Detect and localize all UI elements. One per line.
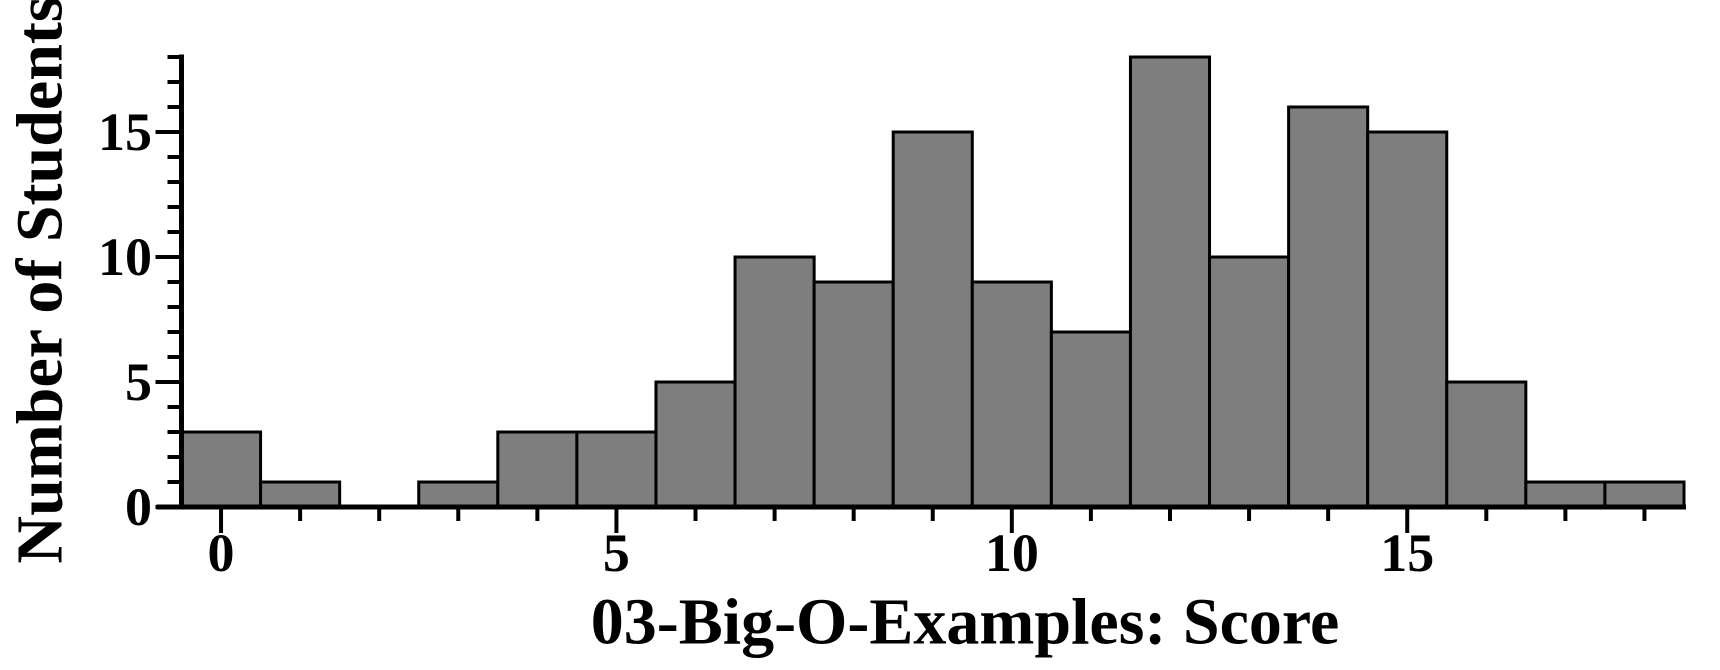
y-tick-label: 5 xyxy=(125,352,152,412)
histogram-bar xyxy=(970,280,1053,509)
histogram-bar xyxy=(1603,480,1686,509)
histogram-bar xyxy=(575,430,658,509)
histogram-bar xyxy=(812,280,895,509)
bars-group xyxy=(180,55,1686,509)
histogram-bar xyxy=(1366,130,1449,509)
axes-group xyxy=(155,54,1686,533)
histogram-bar xyxy=(733,255,816,509)
y-tick-label: 10 xyxy=(98,227,152,287)
histogram-bar xyxy=(654,380,737,509)
y-tick-label: 0 xyxy=(125,477,152,537)
tick-labels-group: 0 5 10 15 0 5 10 15 xyxy=(98,102,1434,583)
histogram-bar xyxy=(1524,480,1607,509)
histogram-bar xyxy=(259,480,342,509)
histogram-bar xyxy=(1208,255,1291,509)
histogram-bar xyxy=(496,430,579,509)
histogram-bar xyxy=(417,480,500,509)
histogram-bar xyxy=(891,130,974,509)
x-tick-label: 15 xyxy=(1380,523,1434,583)
x-tick-label: 5 xyxy=(603,523,630,583)
x-axis-title: 03-Big-O-Examples: Score xyxy=(591,586,1340,659)
histogram-bar xyxy=(180,430,263,509)
y-tick-label: 15 xyxy=(98,102,152,162)
histogram-bar xyxy=(1049,330,1132,509)
histogram-bar xyxy=(1287,105,1370,509)
y-axis-title: Number of Students xyxy=(4,0,77,564)
histogram-bar xyxy=(1445,380,1528,509)
x-tick-label: 10 xyxy=(985,523,1039,583)
histogram-bar xyxy=(1128,55,1212,509)
x-tick-label: 0 xyxy=(208,523,235,583)
